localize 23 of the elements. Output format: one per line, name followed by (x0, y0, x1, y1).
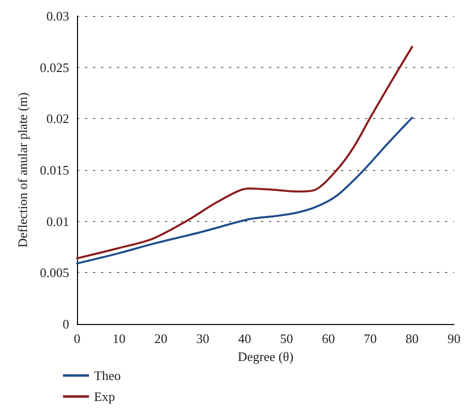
x-tick-label: 0 (74, 331, 80, 346)
x-tick-label: 30 (196, 331, 210, 346)
x-tick-label: 10 (112, 331, 126, 346)
legend-label: Exp (94, 389, 115, 404)
x-tick-label: 80 (406, 331, 419, 346)
x-axis-title: Degree (θ) (238, 348, 294, 364)
x-tick-label: 40 (238, 331, 252, 346)
y-tick-label: 0.015 (40, 162, 70, 178)
line-series (76, 46, 414, 260)
y-tick-label: 0 (62, 316, 70, 332)
y-tick-label: 0.03 (46, 8, 70, 24)
y-tick-label: 0.02 (46, 111, 70, 126)
x-tick-label: 70 (364, 331, 377, 346)
legend-label: Theo (94, 368, 121, 383)
y-tick-label: 0.025 (40, 60, 70, 75)
x-tick-label: 20 (154, 331, 168, 346)
y-tick-label: 0.005 (40, 265, 70, 280)
line-series (76, 116, 414, 264)
x-tick-label: 90 (448, 331, 460, 346)
y-axis-title: Deflection of anular plate (m) (15, 92, 30, 248)
x-tick-label: 60 (322, 331, 335, 346)
x-tick-label: 50 (280, 331, 294, 346)
y-tick-label: 0.01 (46, 214, 70, 229)
